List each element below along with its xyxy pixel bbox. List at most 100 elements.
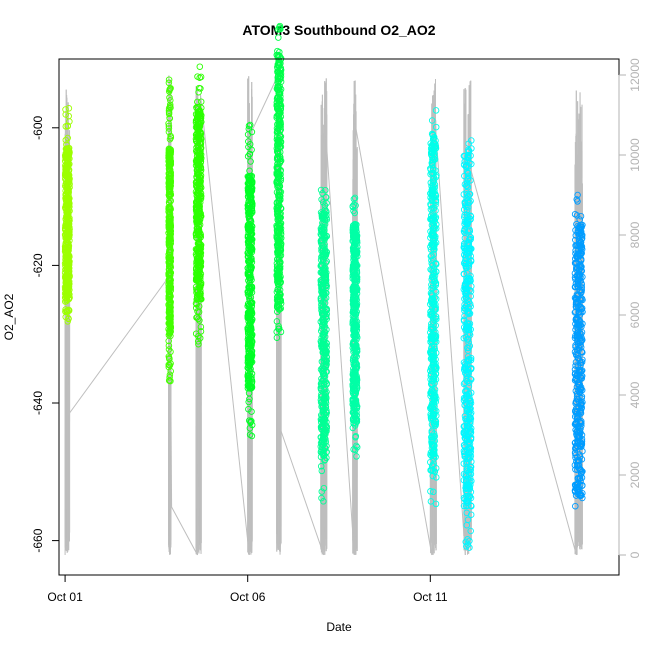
- data-point: [166, 320, 174, 327]
- data-point: [462, 163, 469, 170]
- data-point: [165, 107, 173, 114]
- data-point: [350, 235, 358, 243]
- data-point: [196, 284, 203, 291]
- data-point: [463, 543, 470, 550]
- data-point: [466, 444, 473, 451]
- data-point: [244, 326, 252, 333]
- data-point: [63, 279, 70, 286]
- data-point: [245, 197, 253, 204]
- y-tick-label: -660: [31, 528, 45, 552]
- data-point: [432, 301, 439, 308]
- data-point: [351, 209, 358, 217]
- data-point: [319, 289, 327, 296]
- y-tick-label: -640: [31, 391, 45, 415]
- data-point: [431, 411, 438, 418]
- chart-title: ATOM3 Southbound O2_AO2: [242, 22, 435, 38]
- scatter-cluster-7: [427, 107, 440, 508]
- data-point: [245, 220, 253, 228]
- data-point: [197, 323, 205, 331]
- data-point: [166, 311, 174, 318]
- data-point: [248, 352, 256, 359]
- data-point: [430, 373, 438, 380]
- data-point: [575, 309, 582, 316]
- data-point: [572, 362, 579, 369]
- data-point: [353, 405, 360, 412]
- data-point: [196, 194, 204, 201]
- data-point: [575, 321, 583, 329]
- data-point: [246, 431, 254, 438]
- data-point: [248, 285, 255, 293]
- data-point: [465, 482, 473, 489]
- data-point: [273, 293, 281, 301]
- data-point: [431, 278, 438, 285]
- data-point: [167, 97, 174, 104]
- data-point: [350, 400, 357, 408]
- data-point: [464, 156, 471, 164]
- data-point: [432, 313, 440, 320]
- data-point: [65, 150, 72, 157]
- data-point: [463, 509, 470, 517]
- y2-tick-label: 4000: [628, 381, 642, 408]
- data-point: [247, 300, 255, 307]
- data-point: [467, 448, 475, 456]
- data-point: [427, 200, 434, 208]
- data-point: [321, 275, 328, 282]
- data-point: [460, 460, 468, 467]
- data-point: [467, 445, 475, 452]
- data-point: [317, 294, 325, 302]
- data-point: [166, 161, 174, 169]
- data-point: [273, 318, 281, 325]
- y2-tick-label: 10000: [628, 138, 642, 172]
- data-point: [323, 380, 330, 387]
- y2-tick-label: 12000: [628, 58, 642, 92]
- data-point: [318, 231, 325, 239]
- data-point: [322, 347, 330, 355]
- data-point: [572, 236, 579, 244]
- data-point: [468, 458, 475, 465]
- data-point: [166, 228, 173, 236]
- data-point: [166, 249, 173, 256]
- data-point: [350, 420, 357, 427]
- data-point: [577, 361, 584, 369]
- data-point: [193, 235, 201, 242]
- data-point: [196, 132, 203, 140]
- data-point: [63, 253, 71, 261]
- data-point: [465, 193, 472, 200]
- data-point: [166, 185, 174, 193]
- data-point: [427, 350, 435, 357]
- data-point: [197, 98, 205, 105]
- data-point: [432, 322, 439, 329]
- data-point: [62, 203, 69, 211]
- data-point: [430, 488, 437, 496]
- data-point: [62, 194, 69, 202]
- data-point: [463, 415, 470, 423]
- data-point: [350, 305, 358, 313]
- data-point: [353, 285, 361, 293]
- data-point: [466, 466, 474, 473]
- data-point: [349, 320, 356, 328]
- data-point: [194, 338, 202, 345]
- data-point: [323, 216, 330, 223]
- data-point: [571, 210, 579, 218]
- scatter-cluster-3: [244, 121, 256, 440]
- data-point: [430, 204, 438, 212]
- data-point: [428, 436, 435, 443]
- data-point: [572, 484, 580, 492]
- data-point: [350, 416, 357, 424]
- data-point: [578, 441, 585, 449]
- data-point: [167, 298, 174, 306]
- data-point: [247, 158, 254, 165]
- data-point: [317, 448, 325, 455]
- data-point: [577, 264, 584, 272]
- data-point: [576, 216, 583, 223]
- data-point: [165, 203, 173, 211]
- data-point: [274, 300, 281, 308]
- data-point: [460, 334, 468, 342]
- data-point: [196, 334, 204, 342]
- data-point: [248, 248, 256, 256]
- data-point: [320, 289, 327, 297]
- data-point: [63, 271, 71, 278]
- data-point: [577, 425, 584, 432]
- data-point: [576, 432, 583, 439]
- data-point: [578, 358, 586, 366]
